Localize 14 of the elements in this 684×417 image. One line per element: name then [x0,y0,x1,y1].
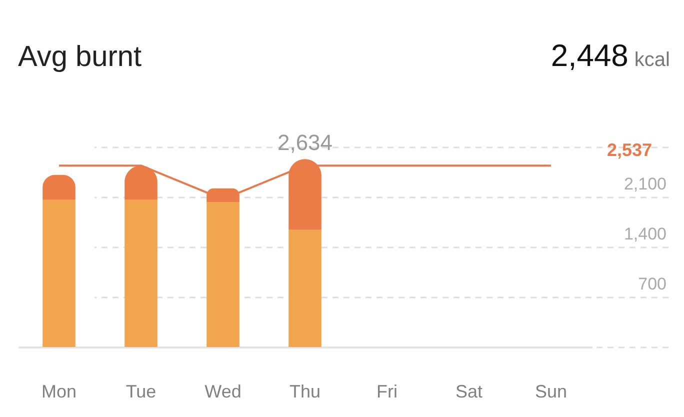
text: 2,537 [606,140,652,160]
x-tick-label: Sun [534,382,568,402]
x-tick-label: Sat [455,382,483,402]
text: 2,448 kcal [550,38,670,73]
x-tick-label: Thu [289,382,321,402]
annotation: 2,634 [277,130,333,155]
y-tick-label: 700 [638,274,666,294]
x-tick-label: Mon [41,382,77,402]
chart-title: Avg burnt [18,41,142,74]
x-tick-label: Wed [204,382,242,402]
x-tick-label: Fri [376,382,398,402]
y-tick-label: 2,100 [624,174,666,194]
y-tick-label: 1,400 [624,224,666,244]
x-tick-label: Tue [126,382,156,402]
